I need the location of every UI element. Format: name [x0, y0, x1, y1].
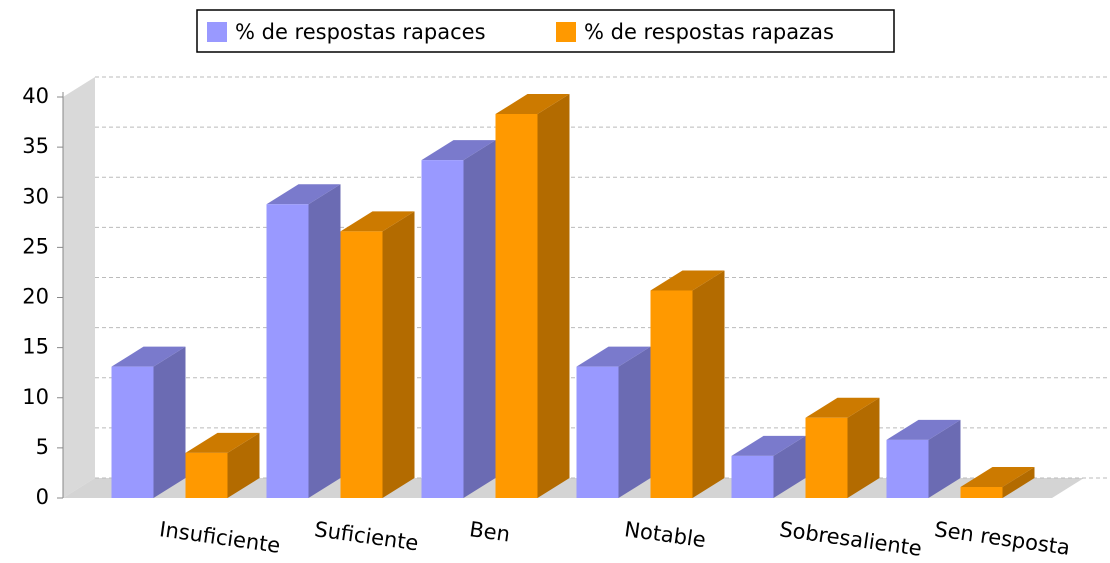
- bar: [960, 466, 1035, 498]
- bar-top: [886, 419, 961, 440]
- bar-top: [421, 140, 496, 161]
- bar-top: [340, 211, 415, 232]
- bar-top: [111, 346, 186, 367]
- bar-side: [928, 419, 961, 498]
- bar-side: [1002, 466, 1035, 498]
- bar: [266, 184, 341, 498]
- bar-top: [266, 184, 341, 205]
- bar: [495, 94, 570, 498]
- x-tick-label: Sobresaliente: [778, 517, 923, 561]
- bar-side: [382, 211, 415, 498]
- legend-label: % de respostas rapazas: [584, 20, 834, 44]
- bar-side: [308, 184, 341, 498]
- y-tick-label: 0: [36, 485, 49, 509]
- y-tick-label: 10: [22, 385, 49, 409]
- bar-front: [805, 417, 848, 498]
- x-tick-label: Sen resposta: [933, 517, 1072, 560]
- bar-side: [692, 270, 725, 498]
- y-tick-label: 40: [22, 84, 49, 108]
- bar-front: [576, 366, 619, 498]
- bar-top: [650, 270, 725, 291]
- left-wall: [63, 77, 95, 498]
- y-tick-label: 5: [36, 435, 49, 459]
- bar-front: [111, 366, 154, 498]
- legend-label: % de respostas rapaces: [235, 20, 486, 44]
- bar-side: [537, 94, 570, 498]
- bar-front: [960, 486, 1003, 498]
- bar: [111, 346, 186, 498]
- bar: [340, 211, 415, 498]
- bar: [421, 140, 496, 498]
- bar-front: [495, 114, 538, 498]
- bar-side: [847, 397, 880, 498]
- y-tick-label: 20: [22, 285, 49, 309]
- bar-side: [227, 432, 260, 498]
- x-tick-label: Insuficiente: [158, 517, 282, 558]
- legend-swatch: [207, 22, 227, 42]
- bar-front: [650, 290, 693, 498]
- bar-top: [731, 435, 806, 456]
- bar-front: [886, 439, 929, 498]
- bar-side: [773, 435, 806, 498]
- x-tick-label: Notable: [623, 517, 707, 552]
- bar-front: [185, 452, 228, 498]
- bar-top: [185, 432, 260, 453]
- bar-front: [340, 231, 383, 498]
- y-tick-label: 35: [22, 134, 49, 158]
- bar-top: [805, 397, 880, 418]
- x-tick-label: Suficiente: [313, 517, 420, 555]
- bar-front: [731, 455, 774, 498]
- bar: [650, 270, 725, 498]
- bar: [805, 397, 880, 498]
- bar: [886, 419, 961, 498]
- y-tick-label: 25: [22, 234, 49, 258]
- bar: [731, 435, 806, 498]
- bar-top: [960, 466, 1035, 487]
- y-tick-label: 15: [22, 335, 49, 359]
- bar-front: [421, 160, 464, 498]
- y-tick-label: 30: [22, 184, 49, 208]
- bar-front: [266, 204, 309, 498]
- legend: [196, 9, 895, 53]
- bar: [185, 432, 260, 498]
- bar-side: [463, 140, 496, 498]
- bar-side: [618, 346, 651, 498]
- bar-top: [576, 346, 651, 367]
- bar-top: [495, 94, 570, 115]
- bar-side: [153, 346, 186, 498]
- bar: [576, 346, 651, 498]
- legend-swatch: [556, 22, 576, 42]
- x-tick-label: Ben: [468, 517, 512, 546]
